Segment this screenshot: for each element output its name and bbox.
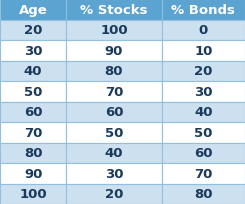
Bar [0,184,66,204]
Text: 100: 100 [100,24,128,37]
Bar [0,122,66,143]
Text: 40: 40 [194,106,213,119]
Bar [162,41,245,61]
Bar [0,20,66,41]
Bar [162,163,245,184]
Bar [66,41,162,61]
Text: 20: 20 [105,187,123,200]
Text: 80: 80 [105,65,123,78]
Text: 60: 60 [105,106,123,119]
Bar [66,20,162,41]
Bar [162,184,245,204]
Text: 100: 100 [19,187,47,200]
Text: 70: 70 [24,126,42,139]
Bar [66,122,162,143]
Text: 90: 90 [105,44,123,58]
Text: 70: 70 [194,167,213,180]
Bar [162,143,245,163]
Text: % Bonds: % Bonds [172,4,235,17]
Text: 80: 80 [24,146,42,160]
Text: 50: 50 [105,126,123,139]
Bar [0,41,66,61]
Bar [162,102,245,122]
Text: 20: 20 [24,24,42,37]
Text: 70: 70 [105,85,123,98]
Text: 60: 60 [24,106,42,119]
Text: 20: 20 [194,65,213,78]
Text: 30: 30 [105,167,123,180]
Bar [66,143,162,163]
Text: 10: 10 [194,44,213,58]
Bar [0,102,66,122]
Bar [162,61,245,82]
Bar [162,82,245,102]
Text: 80: 80 [194,187,213,200]
Bar [66,61,162,82]
Text: 90: 90 [24,167,42,180]
Text: 50: 50 [24,85,42,98]
Text: 60: 60 [194,146,213,160]
Bar [0,143,66,163]
Bar [162,20,245,41]
Bar [66,102,162,122]
Bar [66,82,162,102]
Bar [0,163,66,184]
Text: 40: 40 [24,65,42,78]
Text: 40: 40 [105,146,123,160]
Bar [0,61,66,82]
Text: Age: Age [19,4,48,17]
Text: 0: 0 [199,24,208,37]
Text: 30: 30 [24,44,42,58]
Bar [162,122,245,143]
Bar [0,0,66,20]
Text: % Stocks: % Stocks [80,4,148,17]
Bar [66,163,162,184]
Text: 30: 30 [194,85,213,98]
Bar [0,82,66,102]
Bar [162,0,245,20]
Bar [66,184,162,204]
Bar [66,0,162,20]
Text: 50: 50 [194,126,213,139]
